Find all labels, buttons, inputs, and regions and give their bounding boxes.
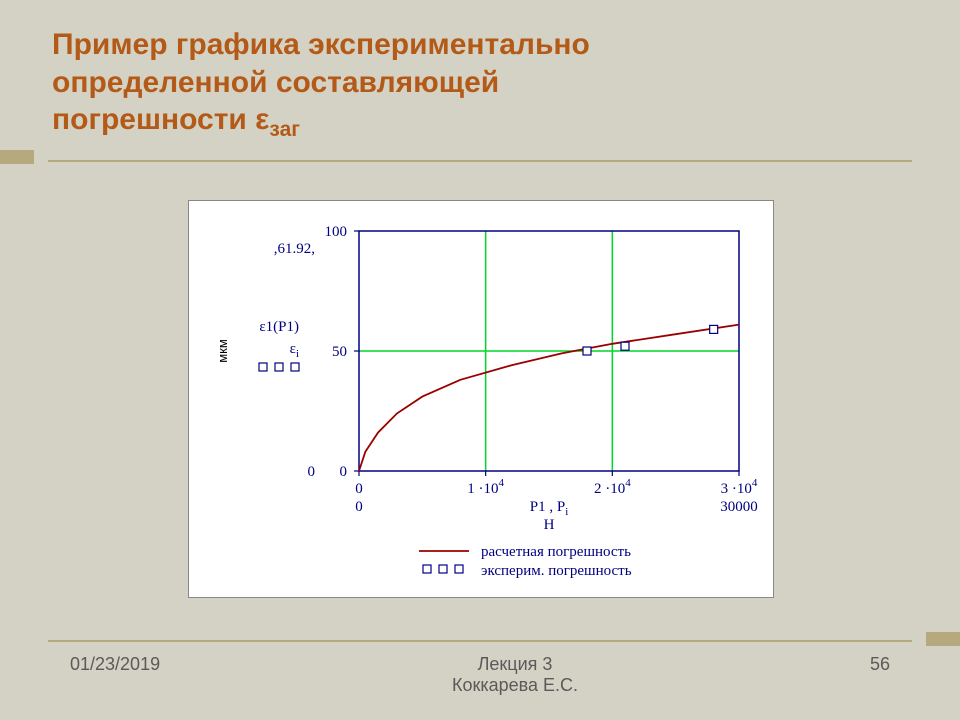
divider-top: [48, 160, 912, 162]
svg-text:ε1(P1): ε1(P1): [259, 319, 299, 335]
svg-text:100: 100: [325, 224, 348, 240]
slide: Пример графика экспериментально определе…: [0, 0, 960, 720]
slide-title: Пример графика экспериментально определе…: [52, 26, 912, 143]
footer-author: Коккарева Е.С.: [452, 675, 578, 695]
svg-text:0: 0: [308, 464, 316, 480]
svg-text:0: 0: [355, 499, 363, 515]
footer-date: 01/23/2019: [70, 654, 160, 675]
title-subscript: заг: [269, 118, 300, 141]
svg-text:мкм: мкм: [215, 339, 230, 363]
svg-text:εi: εi: [290, 341, 299, 360]
svg-text:0: 0: [355, 481, 363, 497]
svg-text:30000: 30000: [720, 499, 758, 515]
accent-top: [0, 150, 34, 164]
svg-text:P1 , Pi: P1 , Pi: [530, 499, 569, 518]
footer-center: Лекция 3 Коккарева Е.С.: [160, 654, 870, 696]
title-line3-prefix: погрешности: [52, 103, 255, 136]
divider-bottom: [48, 640, 912, 642]
title-epsilon: ε: [255, 103, 269, 136]
svg-text:H: H: [544, 517, 555, 533]
footer-lecture: Лекция 3: [478, 654, 553, 674]
title-line2: определенной составляющей: [52, 66, 499, 99]
svg-text:эксперим. погрешность: эксперим. погрешность: [481, 563, 632, 579]
svg-text:расчетная погрешность: расчетная погрешность: [481, 544, 631, 560]
svg-text:3 ·104: 3 ·104: [721, 477, 758, 497]
accent-bottom: [926, 632, 960, 646]
svg-text:,61.92,: ,61.92,: [274, 241, 315, 257]
title-line1: Пример графика экспериментально: [52, 28, 590, 61]
footer: 01/23/2019 Лекция 3 Коккарева Е.С. 56: [70, 654, 890, 696]
svg-text:2 ·104: 2 ·104: [594, 477, 631, 497]
footer-page: 56: [870, 654, 890, 675]
chart: 0 50 100 ,61.92, 0 мкм ε1(P1) εi 0 1 ·104 2 ·104 3 …: [189, 201, 773, 597]
svg-text:50: 50: [332, 344, 347, 360]
chart-container: 0 50 100 ,61.92, 0 мкм ε1(P1) εi 0 1 ·104 2 ·104 3 …: [188, 200, 774, 598]
svg-text:0: 0: [340, 464, 348, 480]
svg-text:1 ·104: 1 ·104: [467, 477, 504, 497]
